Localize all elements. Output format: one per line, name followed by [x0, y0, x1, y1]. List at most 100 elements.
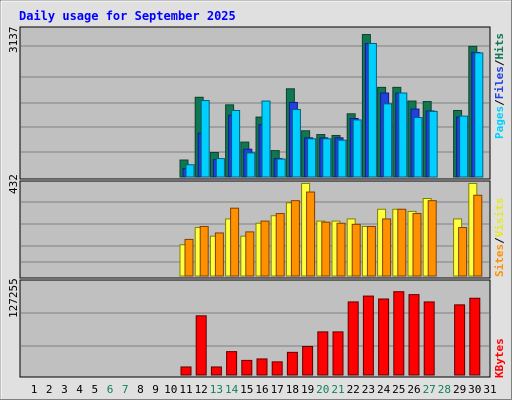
x-tick-label-23: 23	[362, 383, 375, 396]
kbytes-legend: KBytes	[493, 338, 506, 378]
x-tick-label-1: 1	[31, 383, 38, 396]
legend-sep-1: /	[493, 99, 506, 106]
visits-legend: Sites/Visits	[493, 198, 506, 278]
legend-files: Files	[493, 66, 506, 99]
x-tick-label-28: 28	[438, 383, 451, 396]
bar-kbytes-day-23	[362, 295, 374, 376]
legend-pages: Pages	[493, 106, 506, 139]
x-tick-label-6: 6	[107, 383, 114, 396]
bar-kbytes-day-18	[286, 351, 298, 376]
legend-sites: Sites	[493, 244, 506, 277]
kbytes-ymax-label: 127255	[7, 278, 20, 318]
x-tick-label-27: 27	[423, 383, 436, 396]
bar-pages-day-22	[352, 119, 362, 178]
bar-pages-day-11	[185, 164, 195, 178]
x-tick-label-20: 20	[316, 383, 329, 396]
bar-sites-day-21	[336, 222, 346, 277]
bar-kbytes-day-24	[378, 298, 390, 376]
visits-ymax-label: 432	[7, 174, 20, 194]
bar-pages-day-15	[246, 152, 256, 178]
bar-kbytes-day-25	[393, 291, 405, 376]
bar-sites-day-16	[260, 220, 270, 277]
bar-kbytes-day-13	[210, 366, 222, 376]
x-tick-label-11: 11	[179, 383, 192, 396]
bar-kbytes-day-20	[317, 331, 329, 376]
bar-pages-day-24	[383, 103, 393, 178]
bar-sites-day-17	[275, 213, 285, 277]
bar-sites-day-26	[412, 213, 422, 277]
bar-pages-day-14	[231, 109, 241, 178]
x-tick-label-26: 26	[407, 383, 420, 396]
x-tick-label-14: 14	[225, 383, 239, 396]
x-tick-label-21: 21	[331, 383, 344, 396]
bar-pages-day-25	[398, 92, 408, 178]
bar-sites-day-13	[214, 232, 224, 277]
bar-sites-day-25	[397, 208, 407, 277]
bar-kbytes-day-19	[302, 345, 314, 376]
bar-pages-day-27	[428, 110, 438, 178]
bar-kbytes-day-11	[180, 366, 192, 376]
bar-sites-day-27	[427, 200, 437, 277]
x-tick-label-3: 3	[61, 383, 68, 396]
bar-kbytes-day-16	[256, 358, 268, 376]
bar-pages-day-30	[474, 52, 484, 178]
bar-kbytes-day-29	[454, 304, 466, 376]
legend-sep-2: /	[493, 59, 506, 66]
x-tick-label-29: 29	[453, 383, 466, 396]
x-tick-label-30: 30	[468, 383, 481, 396]
bar-pages-day-16	[261, 100, 271, 178]
bar-sites-day-24	[382, 218, 392, 277]
x-tick-label-16: 16	[255, 383, 268, 396]
bar-pages-day-20	[322, 138, 332, 178]
x-tick-label-24: 24	[377, 383, 391, 396]
x-tick-label-9: 9	[152, 383, 159, 396]
bar-sites-day-29	[458, 227, 468, 277]
bar-sites-day-23	[366, 225, 376, 277]
bar-sites-day-19	[306, 191, 316, 277]
bar-kbytes-day-17	[271, 361, 283, 376]
x-tick-label-10: 10	[164, 383, 177, 396]
hits-legend: Pages/Files/Hits	[493, 33, 506, 139]
bar-pages-day-13	[215, 158, 225, 178]
x-tick-label-7: 7	[122, 383, 129, 396]
bar-pages-day-19	[307, 138, 317, 178]
x-tick-label-31: 31	[483, 383, 496, 396]
legend-sep-3: /	[493, 237, 506, 244]
x-tick-label-2: 2	[46, 383, 53, 396]
x-tick-label-13: 13	[210, 383, 223, 396]
bar-pages-day-29	[459, 115, 469, 178]
bar-pages-day-21	[337, 139, 347, 178]
hits-ymax-label: 3137	[7, 27, 20, 54]
bar-sites-day-20	[321, 221, 331, 277]
x-axis-labels: 1 2 3 4 5 6 7 8 9 10 11 12 13 14 15 16 17 18 19 20 21 22 23 24 2…	[31, 383, 497, 396]
bar-pages-day-17	[276, 158, 286, 178]
bar-kbytes-day-27	[423, 301, 435, 376]
bar-kbytes-day-26	[408, 294, 420, 376]
x-tick-label-25: 25	[392, 383, 405, 396]
bar-kbytes-day-12	[195, 315, 207, 376]
x-tick-label-17: 17	[271, 383, 284, 396]
bars	[179, 34, 484, 376]
x-tick-label-15: 15	[240, 383, 253, 396]
bar-kbytes-day-15	[241, 359, 253, 376]
legend-hits: Hits	[493, 33, 506, 60]
x-tick-label-18: 18	[286, 383, 299, 396]
bar-sites-day-15	[245, 231, 255, 277]
bar-pages-day-12	[200, 100, 210, 178]
x-tick-label-5: 5	[91, 383, 98, 396]
bar-kbytes-day-30	[469, 297, 481, 376]
chart-title: Daily usage for September 2025	[19, 9, 236, 23]
x-tick-label-12: 12	[195, 383, 208, 396]
bar-pages-day-26	[413, 117, 423, 178]
bar-kbytes-day-21	[332, 331, 344, 376]
bar-kbytes-day-22	[347, 301, 359, 376]
bar-sites-day-22	[351, 223, 361, 277]
bar-pages-day-23	[367, 42, 377, 178]
bar-sites-day-12	[199, 225, 209, 277]
legend-visits: Visits	[493, 198, 506, 238]
x-tick-label-4: 4	[76, 383, 83, 396]
x-tick-label-19: 19	[301, 383, 314, 396]
bar-sites-day-18	[290, 200, 300, 277]
bar-pages-day-18	[291, 109, 301, 178]
